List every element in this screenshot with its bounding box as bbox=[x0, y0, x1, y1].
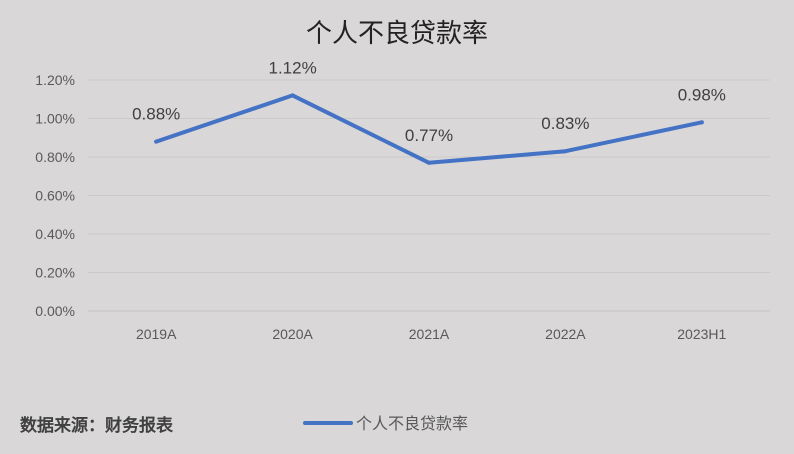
y-tick-label: 1.20% bbox=[35, 72, 75, 88]
x-tick-label: 2023H1 bbox=[677, 326, 726, 342]
legend: 个人不良贷款率 bbox=[303, 415, 468, 433]
series-lines bbox=[154, 93, 704, 165]
data-point bbox=[290, 93, 295, 98]
y-tick-label: 0.60% bbox=[35, 188, 75, 204]
y-tick-label: 0.40% bbox=[35, 226, 75, 242]
data-point bbox=[427, 160, 431, 165]
data-point bbox=[154, 139, 159, 144]
x-tick-label: 2022A bbox=[545, 326, 586, 342]
legend-label: 个人不良贷款率 bbox=[356, 415, 468, 433]
source-note: 数据来源：财务报表 bbox=[20, 415, 174, 436]
data-label: 1.12% bbox=[268, 58, 316, 77]
data-labels: 0.88% 1.12% 0.77% 0.83% 0.98% bbox=[132, 58, 726, 144]
gridlines bbox=[88, 79, 770, 312]
data-label: 0.88% bbox=[132, 105, 180, 124]
chart-title: 个人不良贷款率 bbox=[306, 19, 488, 49]
data-label: 0.83% bbox=[541, 114, 589, 133]
x-tick-label: 2020A bbox=[272, 326, 313, 342]
y-axis-tick-labels: 0.00% 0.20% 0.40% 0.60% 0.80% 1.00% 1.20% bbox=[35, 72, 75, 319]
x-tick-label: 2019A bbox=[136, 326, 177, 342]
y-tick-label: 0.20% bbox=[35, 265, 75, 281]
y-tick-label: 0.80% bbox=[35, 149, 75, 165]
y-tick-label: 0.00% bbox=[35, 303, 75, 319]
data-label: 0.77% bbox=[405, 126, 453, 145]
x-axis-tick-labels: 2019A 2020A 2021A 2022A 2023H1 bbox=[136, 326, 727, 342]
data-point bbox=[563, 149, 568, 154]
data-label: 0.98% bbox=[678, 85, 726, 104]
x-tick-label: 2021A bbox=[409, 326, 450, 342]
y-tick-label: 1.00% bbox=[35, 111, 75, 127]
data-point bbox=[699, 120, 704, 125]
